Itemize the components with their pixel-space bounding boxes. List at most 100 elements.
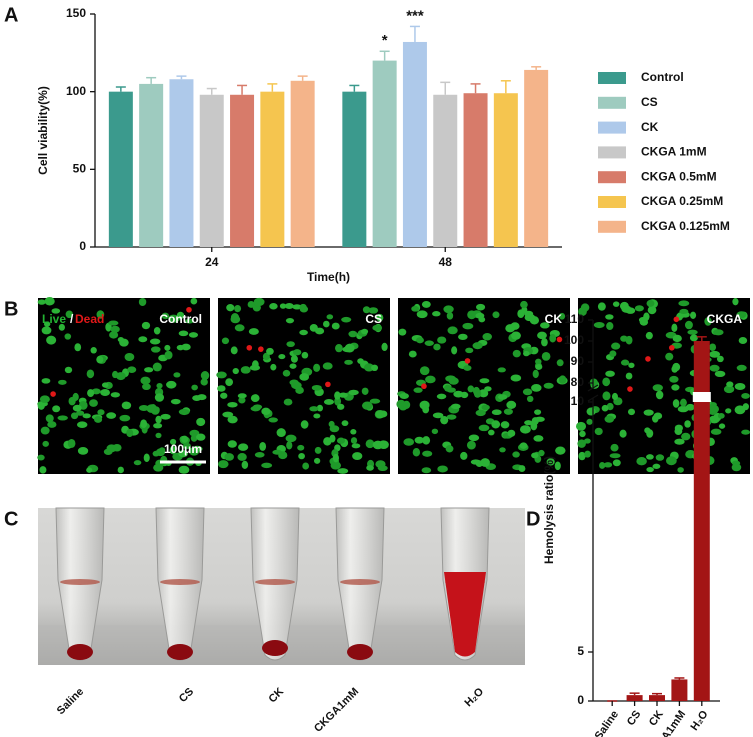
legend-swatch bbox=[598, 146, 626, 159]
live-cell bbox=[152, 362, 162, 372]
live-cell bbox=[690, 311, 697, 319]
live-cell bbox=[723, 385, 735, 394]
live-cell bbox=[316, 404, 324, 412]
bar bbox=[649, 695, 665, 701]
live-cell bbox=[76, 410, 85, 416]
dead-cell bbox=[421, 383, 427, 390]
live-cell bbox=[533, 435, 544, 442]
image-label: CKGA bbox=[707, 312, 743, 326]
live-cell bbox=[520, 300, 528, 309]
legend-swatch bbox=[598, 72, 626, 84]
live-cell bbox=[411, 305, 419, 312]
live-cell bbox=[279, 303, 287, 309]
live-cell bbox=[302, 462, 310, 470]
live-cell bbox=[97, 409, 105, 416]
meniscus bbox=[255, 579, 295, 585]
live-cell bbox=[431, 428, 439, 435]
dead-cell bbox=[673, 316, 680, 323]
live-cell bbox=[376, 313, 384, 322]
live-cell bbox=[655, 454, 665, 461]
live-cell bbox=[451, 346, 458, 355]
live-cell bbox=[558, 375, 567, 384]
live-cell bbox=[460, 391, 469, 399]
live-cell bbox=[578, 451, 586, 461]
live-cell bbox=[445, 445, 454, 453]
x-tick-label: Saline bbox=[593, 709, 621, 737]
legend-dead: Dead bbox=[75, 312, 104, 326]
live-cell bbox=[153, 463, 164, 472]
live-cell bbox=[709, 364, 720, 372]
x-tick-label: 24 bbox=[205, 255, 219, 269]
live-cell bbox=[190, 297, 198, 305]
live-cell bbox=[497, 367, 506, 373]
live-cell bbox=[178, 450, 188, 458]
image-label: Control bbox=[159, 312, 202, 326]
legend-label: Control bbox=[641, 70, 684, 84]
live-cell bbox=[286, 441, 293, 450]
live-cell bbox=[119, 338, 129, 347]
live-cell bbox=[500, 421, 510, 429]
live-cell bbox=[541, 338, 548, 347]
live-cell bbox=[250, 405, 261, 412]
legend-label: CKGA 0.5mM bbox=[641, 169, 717, 183]
live-cell bbox=[652, 414, 659, 423]
live-cell bbox=[110, 325, 120, 333]
live-cell bbox=[268, 417, 278, 423]
live-cell bbox=[270, 363, 277, 371]
live-cell bbox=[414, 436, 425, 444]
live-cell bbox=[336, 437, 346, 444]
live-cell bbox=[140, 376, 151, 385]
live-cell bbox=[86, 467, 93, 473]
dead-cell bbox=[668, 344, 675, 351]
live-cell bbox=[361, 328, 369, 335]
live-cell bbox=[472, 342, 483, 350]
live-cell bbox=[470, 459, 481, 465]
live-cell bbox=[437, 465, 448, 473]
live-cell bbox=[619, 429, 627, 438]
live-cell bbox=[106, 444, 117, 453]
tube-label: CKGA1mM bbox=[312, 686, 361, 735]
live-cell bbox=[366, 465, 374, 471]
live-cell bbox=[611, 392, 618, 401]
live-cell bbox=[313, 457, 321, 464]
live-cell bbox=[185, 318, 194, 324]
live-cell bbox=[610, 443, 619, 452]
live-cell bbox=[609, 350, 617, 357]
live-cell bbox=[314, 446, 322, 454]
live-cell bbox=[466, 440, 476, 450]
live-cell bbox=[224, 453, 234, 461]
live-cell bbox=[672, 334, 682, 343]
live-cell bbox=[672, 399, 680, 408]
live-cell bbox=[465, 347, 474, 354]
live-cell bbox=[301, 351, 309, 359]
live-cell bbox=[671, 323, 678, 333]
live-cell bbox=[446, 414, 457, 420]
live-cell bbox=[512, 451, 520, 458]
live-cell bbox=[254, 452, 265, 458]
live-cell bbox=[437, 336, 447, 344]
live-cell bbox=[524, 420, 533, 426]
live-cell bbox=[124, 352, 135, 361]
live-cell bbox=[155, 415, 162, 424]
live-cell bbox=[238, 443, 249, 451]
live-cell bbox=[421, 300, 431, 308]
live-cell bbox=[478, 424, 490, 432]
live-cell bbox=[403, 438, 415, 446]
live-cell bbox=[402, 400, 411, 409]
tube-label: CK bbox=[266, 686, 286, 706]
live-cell bbox=[309, 406, 319, 412]
bar bbox=[230, 94, 255, 247]
live-cell bbox=[282, 369, 291, 377]
live-cell bbox=[218, 460, 229, 469]
live-cell bbox=[313, 413, 321, 419]
live-cell bbox=[674, 427, 683, 436]
live-cell bbox=[537, 331, 547, 340]
live-cell bbox=[732, 297, 739, 306]
x-tick-label: H₂O bbox=[689, 708, 711, 733]
live-cell bbox=[299, 329, 308, 336]
live-cell bbox=[335, 344, 343, 353]
live-cell bbox=[156, 382, 163, 389]
live-cell bbox=[599, 462, 606, 469]
live-cell bbox=[337, 403, 345, 410]
live-cell bbox=[522, 388, 533, 396]
